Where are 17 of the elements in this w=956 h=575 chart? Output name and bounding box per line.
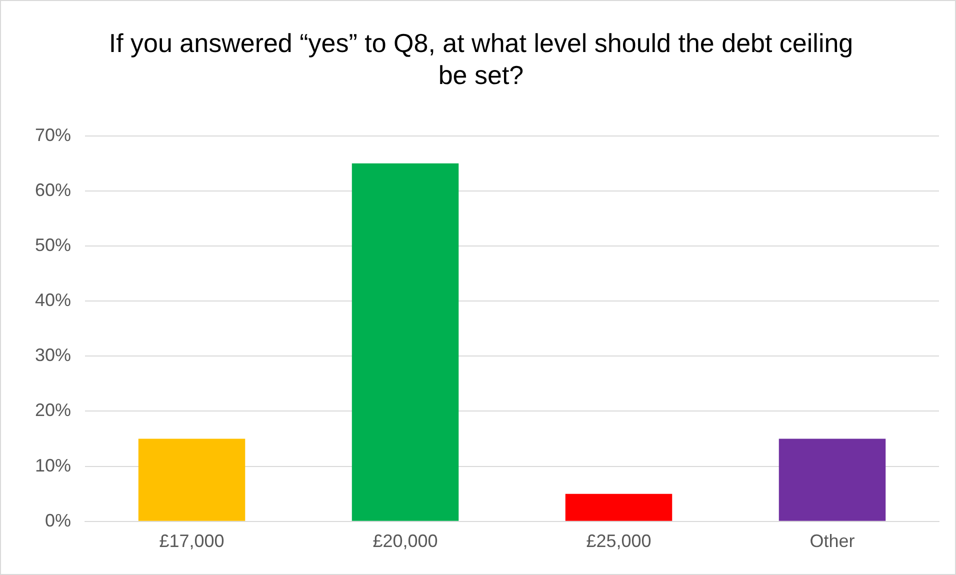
y-tick-label: 40%	[34, 290, 72, 310]
y-tick-label: 10%	[34, 455, 72, 476]
y-tick-label: 20%	[34, 400, 72, 420]
x-tick-label: £25,000	[586, 531, 652, 552]
y-tick-label: 50%	[34, 234, 72, 255]
y-tick-label: 70%	[34, 124, 72, 145]
x-tick-label: Other	[810, 531, 855, 552]
x-tick-label: £20,000	[372, 531, 438, 552]
chart-title: If you answered “yes” to Q8, at what level should the debt ceiling be set?	[108, 27, 854, 91]
bar	[138, 438, 246, 521]
y-tick-label: 30%	[34, 345, 72, 366]
bar	[565, 494, 672, 521]
x-tick-label: £17,000	[159, 531, 224, 552]
y-tick-label: 60%	[34, 180, 72, 200]
bar	[778, 438, 886, 521]
bar	[352, 163, 459, 521]
y-tick-label: 0%	[45, 510, 72, 530]
